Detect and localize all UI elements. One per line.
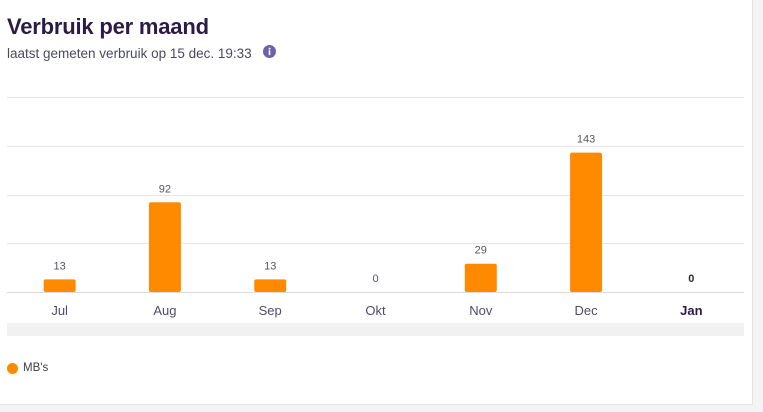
x-tick-label-jul: Jul (51, 303, 68, 318)
x-tick-label-nov: Nov (469, 303, 493, 318)
info-icon[interactable] (262, 44, 276, 58)
value-label-dec: 143 (577, 134, 595, 146)
last-measured-text: laatst gemeten verbruik op 15 dec. 19:33 (7, 46, 252, 61)
usage-bar-chart: 13 92 13 0 29 143 0 Jul Aug Sep Okt Nov Dec Jan (7, 97, 744, 336)
bar-aug[interactable] (148, 202, 181, 292)
x-tick-label-okt: Okt (365, 303, 386, 318)
x-axis-tick-labels: Jul Aug Sep Okt Nov Dec Jan (51, 303, 702, 318)
grid-lines (7, 97, 744, 293)
bar-dec[interactable] (570, 152, 603, 292)
x-tick-label-jan: Jan (680, 303, 702, 318)
value-label-jul: 13 (54, 260, 66, 272)
value-labels: 13 92 13 0 29 143 0 (54, 134, 695, 285)
legend-swatch-mbs (7, 362, 18, 374)
value-label-sep: 13 (264, 260, 276, 272)
x-tick-label-dec: Dec (575, 303, 599, 318)
x-tick-label-sep: Sep (259, 303, 282, 318)
bar-nov[interactable] (464, 263, 497, 292)
bar-sep[interactable] (254, 279, 287, 292)
usage-card: Verbruik per maand laatst gemeten verbru… (0, 0, 753, 405)
chart-scrollbar-track[interactable] (7, 323, 744, 336)
bars (43, 152, 603, 292)
x-tick-label-aug: Aug (153, 303, 176, 318)
value-label-okt: 0 (372, 273, 378, 285)
value-label-jan: 0 (688, 273, 694, 285)
chart-legend: MB's (7, 362, 48, 374)
page-title: Verbruik per maand (7, 14, 209, 39)
value-label-nov: 29 (475, 245, 487, 257)
legend-label-mbs: MB's (23, 362, 49, 374)
bar-jul[interactable] (43, 279, 76, 292)
subtitle-row: laatst gemeten verbruik op 15 dec. 19:33 (7, 44, 276, 61)
value-label-aug: 92 (159, 183, 171, 195)
